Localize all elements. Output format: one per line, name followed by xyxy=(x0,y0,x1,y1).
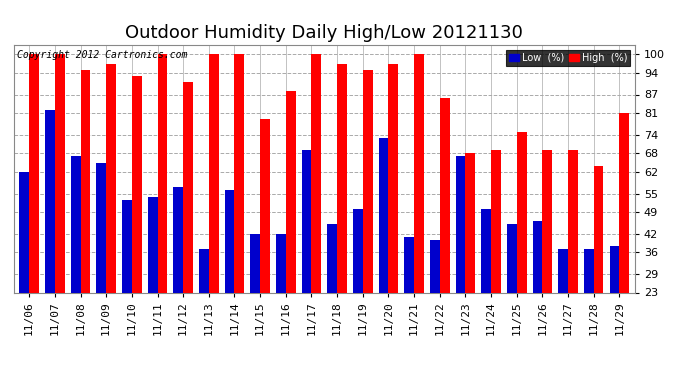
Bar xyxy=(430,240,440,292)
Bar xyxy=(209,54,219,292)
Bar xyxy=(388,63,398,292)
Bar xyxy=(507,224,517,292)
Bar xyxy=(148,196,157,292)
Bar xyxy=(71,156,81,292)
Bar xyxy=(533,221,542,292)
Bar xyxy=(584,249,593,292)
Bar xyxy=(327,224,337,292)
Bar xyxy=(440,98,449,292)
Bar xyxy=(593,166,604,292)
Bar xyxy=(353,209,363,292)
Bar xyxy=(414,54,424,292)
Bar xyxy=(225,190,235,292)
Bar xyxy=(81,70,90,292)
Bar xyxy=(132,76,141,292)
Bar xyxy=(106,63,116,292)
Bar xyxy=(183,82,193,292)
Bar xyxy=(610,246,620,292)
Bar xyxy=(55,54,65,292)
Bar xyxy=(455,156,466,292)
Legend: Low  (%), High  (%): Low (%), High (%) xyxy=(506,50,630,66)
Bar xyxy=(558,249,568,292)
Bar xyxy=(260,119,270,292)
Bar xyxy=(379,138,388,292)
Bar xyxy=(235,54,244,292)
Bar xyxy=(29,54,39,292)
Text: Copyright 2012 Cartronics.com: Copyright 2012 Cartronics.com xyxy=(17,50,187,60)
Bar xyxy=(157,54,167,292)
Bar xyxy=(542,150,552,292)
Bar xyxy=(199,249,209,292)
Bar xyxy=(173,188,183,292)
Bar xyxy=(97,163,106,292)
Bar xyxy=(337,63,347,292)
Bar xyxy=(286,92,295,292)
Bar xyxy=(45,110,55,292)
Bar xyxy=(302,150,311,292)
Bar xyxy=(363,70,373,292)
Bar xyxy=(276,234,286,292)
Bar xyxy=(19,172,29,292)
Bar xyxy=(491,150,501,292)
Bar xyxy=(250,234,260,292)
Bar xyxy=(466,153,475,292)
Bar xyxy=(568,150,578,292)
Title: Outdoor Humidity Daily High/Low 20121130: Outdoor Humidity Daily High/Low 20121130 xyxy=(126,24,523,42)
Bar xyxy=(404,237,414,292)
Bar xyxy=(620,113,629,292)
Bar xyxy=(122,200,132,292)
Bar xyxy=(482,209,491,292)
Bar xyxy=(517,132,526,292)
Bar xyxy=(311,54,322,292)
